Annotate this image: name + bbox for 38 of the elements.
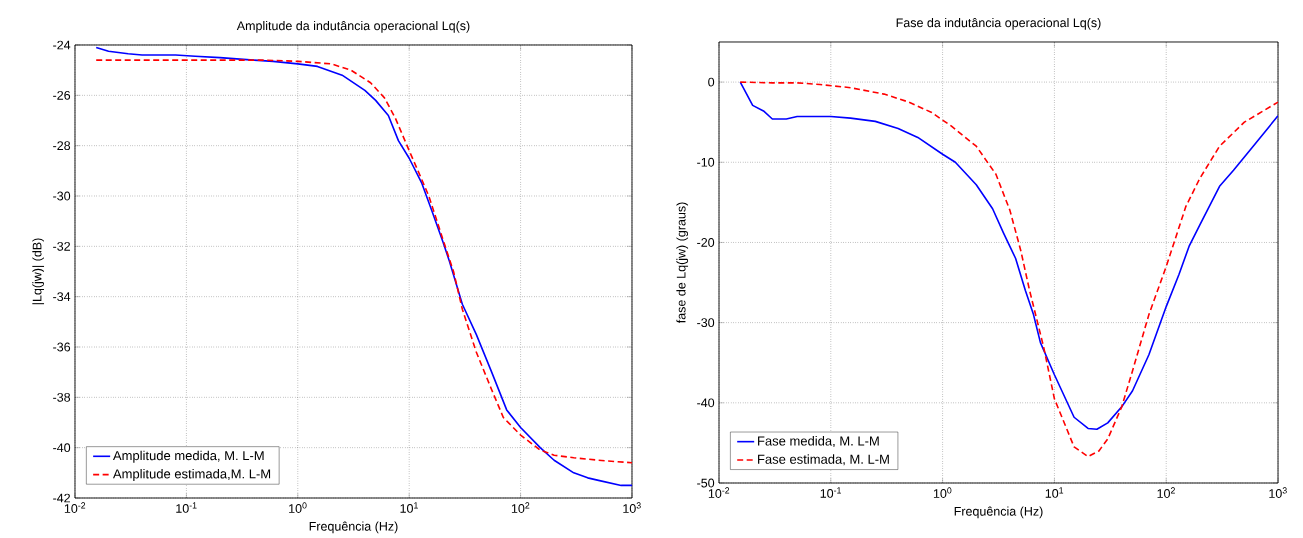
y-tick-label: -26 (53, 90, 71, 100)
y-tick-label: -30 (53, 191, 71, 201)
y-tick-label: -10 (697, 157, 715, 167)
x-tick-label: 10$^{-1}$ (176, 502, 197, 513)
y-axis-title: |Lq(jw)| (dB) (32, 238, 45, 305)
y-tick-label: -28 (53, 141, 71, 151)
y-tick-label: -34 (53, 292, 71, 302)
x-axis-title: Frequência (Hz) (954, 506, 1043, 519)
x-tick-label: 10$^{2}$ (1157, 487, 1175, 498)
x-tick-label: 10$^{3}$ (623, 502, 641, 513)
y-tick-label: -42 (53, 493, 71, 503)
y-tick-label: -40 (53, 443, 71, 453)
y-tick-label: -24 (53, 40, 71, 50)
chart-title: Fase da indutância operacional Lq(s) (896, 17, 1101, 30)
y-tick-label: -50 (697, 478, 715, 488)
legend-label: Fase medida, M. L-M (758, 436, 879, 448)
legend-label: Fase estimada, M. L-M (758, 454, 889, 466)
y-tick-label: -32 (53, 241, 71, 251)
legend-label: Amplitude medida, M. L-M (112, 450, 264, 463)
legend-label: Amplitude estimada,M. L-M (112, 468, 271, 482)
x-tick-label: 10$^{2}$ (511, 502, 530, 513)
chart-title: Amplitude da indutância operacional Lq(s) (236, 20, 470, 33)
y-axis-title: fase de Lq(jw) (graus) (676, 202, 689, 324)
y-tick-label: -40 (697, 398, 715, 408)
x-tick-label: 10$^{1}$ (400, 502, 418, 513)
x-tick-label: 10$^{-2}$ (64, 502, 86, 513)
x-tick-label: 10$^{0}$ (289, 502, 307, 513)
y-tick-label: -36 (53, 342, 71, 352)
x-tick-label: 10$^{0}$ (933, 487, 952, 498)
y-tick-label: 0 (708, 77, 715, 87)
x-tick-label: 10$^{3}$ (1269, 487, 1287, 498)
y-tick-label: -30 (697, 318, 715, 328)
x-tick-label: 10$^{-1}$ (820, 487, 841, 498)
y-tick-label: -20 (697, 238, 715, 247)
x-axis-title: Frequência (Hz) (309, 521, 398, 534)
y-tick-label: -38 (53, 392, 71, 402)
x-tick-label: 10$^{1}$ (1045, 487, 1064, 498)
x-tick-label: 10$^{-2}$ (708, 487, 730, 498)
